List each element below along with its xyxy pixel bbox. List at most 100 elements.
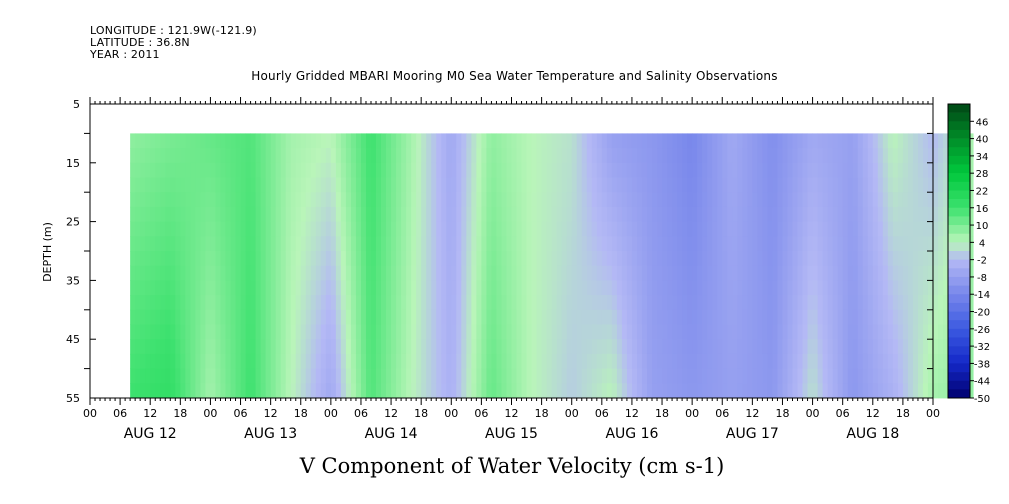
heatmap-cell	[943, 221, 949, 237]
heatmap-cell	[135, 265, 141, 281]
heatmap-cell	[165, 280, 171, 296]
heatmap-cell	[210, 265, 216, 281]
heatmap-cell	[140, 368, 146, 384]
heatmap-cell	[225, 206, 231, 222]
heatmap-cell	[130, 280, 136, 296]
heatmap-cell	[205, 309, 211, 325]
heatmap-cell	[847, 206, 854, 222]
heatmap-cell	[722, 177, 728, 193]
heatmap-cell	[867, 221, 874, 237]
heatmap-cell	[837, 236, 844, 252]
heatmap-cell	[315, 236, 322, 252]
heatmap-cell	[707, 162, 713, 178]
heatmap-cell	[857, 309, 864, 325]
heatmap-cell	[641, 221, 648, 237]
heatmap-cell	[842, 251, 849, 267]
heatmap-cell	[446, 280, 452, 296]
heatmap-cell	[737, 295, 743, 311]
heatmap-cell	[576, 206, 583, 222]
heatmap-cell	[922, 368, 929, 384]
heatmap-cell	[135, 368, 141, 384]
heatmap-cell	[556, 192, 563, 208]
heatmap-cell	[155, 148, 161, 164]
heatmap-cell	[536, 339, 543, 355]
heatmap-cell	[662, 265, 668, 281]
heatmap-cell	[872, 206, 879, 222]
heatmap-cell	[335, 206, 342, 222]
heatmap-cell	[160, 236, 166, 252]
heatmap-cell	[837, 251, 844, 267]
heatmap-cell	[943, 265, 949, 281]
heatmap-cell	[185, 324, 191, 340]
heatmap-cell	[265, 148, 272, 164]
heatmap-cell	[882, 324, 889, 340]
heatmap-cell	[777, 236, 783, 252]
heatmap-cell	[210, 251, 216, 267]
heatmap-cell	[842, 368, 849, 384]
heatmap-cell	[466, 383, 472, 399]
heatmap-cell	[657, 309, 663, 325]
heatmap-cell	[446, 251, 452, 267]
heatmap-cell	[290, 309, 297, 325]
heatmap-cell	[481, 206, 487, 222]
heatmap-cell	[245, 162, 251, 178]
heatmap-cell	[411, 339, 417, 355]
heatmap-cell	[426, 353, 432, 369]
heatmap-cell	[501, 177, 507, 193]
heatmap-cell	[571, 324, 578, 340]
heatmap-cell	[175, 383, 181, 399]
heatmap-cell	[657, 265, 663, 281]
heatmap-cell	[436, 368, 442, 384]
heatmap-cell	[927, 309, 934, 325]
x-tick-label: 18	[896, 407, 910, 420]
heatmap-cell	[677, 368, 683, 384]
heatmap-cell	[431, 353, 437, 369]
colorbar-band	[948, 129, 970, 139]
heatmap-cell	[170, 295, 176, 311]
heatmap-cell	[601, 148, 608, 164]
heatmap-cell	[436, 192, 442, 208]
heatmap-cell	[541, 221, 548, 237]
heatmap-cell	[687, 309, 693, 325]
heatmap-cell	[636, 148, 643, 164]
heatmap-cell	[195, 206, 201, 222]
heatmap-cell	[521, 295, 527, 311]
colorbar-band	[948, 199, 970, 209]
heatmap-cell	[145, 206, 151, 222]
heatmap-cell	[150, 353, 156, 369]
heatmap-cell	[456, 265, 462, 281]
heatmap-cell	[275, 162, 282, 178]
heatmap-cell	[606, 192, 613, 208]
heatmap-cell	[652, 133, 658, 149]
heatmap-cell	[717, 162, 723, 178]
heatmap-cell	[857, 368, 864, 384]
heatmap-cell	[521, 265, 527, 281]
heatmap-cell	[636, 339, 643, 355]
heatmap-cell	[732, 265, 738, 281]
heatmap-cell	[912, 236, 919, 252]
heatmap-cell	[917, 309, 924, 325]
heatmap-cell	[646, 251, 653, 267]
heatmap-cell	[867, 192, 874, 208]
heatmap-cell	[556, 221, 563, 237]
colorbar-tick-label: 4	[979, 238, 985, 249]
heatmap-cell	[847, 221, 854, 237]
heatmap-cell	[892, 206, 899, 222]
heatmap-cell	[787, 192, 793, 208]
heatmap-cell	[526, 162, 532, 178]
heatmap-cell	[837, 192, 844, 208]
heatmap-cell	[365, 309, 372, 325]
heatmap-cell	[792, 353, 798, 369]
heatmap-cell	[441, 192, 447, 208]
heatmap-cell	[531, 295, 537, 311]
heatmap-cell	[672, 280, 678, 296]
heatmap-cell	[787, 324, 793, 340]
heatmap-cell	[456, 236, 462, 252]
heatmap-cell	[441, 368, 447, 384]
heatmap-cell	[797, 295, 803, 311]
heatmap-cell	[692, 295, 698, 311]
heatmap-cell	[476, 339, 482, 355]
heatmap-cell	[852, 309, 859, 325]
heatmap-cell	[601, 251, 608, 267]
colorbar-frame	[947, 103, 971, 399]
